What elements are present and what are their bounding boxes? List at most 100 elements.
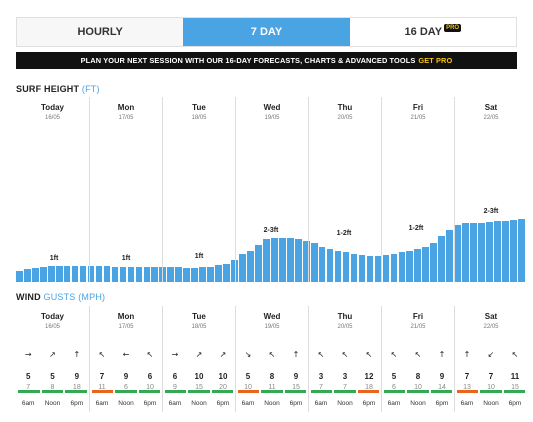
wind-direction-arrow-icon: ↖ bbox=[414, 350, 422, 359]
wind-cell: ↖ 7 11 bbox=[90, 344, 114, 392]
wind-day-header: Today 16/05 bbox=[16, 312, 89, 330]
surf-unit: (FT) bbox=[81, 84, 100, 94]
wind-time-label: Noon bbox=[264, 400, 280, 407]
wind-speed: 10 bbox=[218, 372, 228, 381]
surf-bar bbox=[191, 268, 198, 282]
wind-day-header: Tue 18/05 bbox=[163, 312, 235, 330]
wind-speed: 9 bbox=[74, 372, 80, 381]
wind-cell: ↖ 6 10 bbox=[138, 344, 162, 392]
wind-forecast: Today 16/05 → 5 7 ↗ 5 8 ↑ 9 18 6am Noon 6pm Mon 17/05 ↖ 7… bbox=[16, 306, 526, 412]
banner-text: PLAN YOUR NEXT SESSION WITH OUR 16-DAY F… bbox=[80, 56, 416, 65]
wind-direction-arrow-icon: ↖ bbox=[268, 350, 276, 359]
wind-gust: 6 bbox=[124, 384, 128, 391]
surf-day-column: Tue 18/05 bbox=[162, 97, 235, 282]
wind-day-column: Sat 22/05 ↑ 7 13 ↙ 7 10 ↖ 11 15 6am Noon 6pm bbox=[454, 306, 527, 412]
wind-cell: ↑ 7 13 bbox=[455, 344, 479, 392]
surf-bar bbox=[135, 267, 143, 282]
surf-day-name: Sat bbox=[484, 103, 498, 112]
wind-cell: ↑ 9 18 bbox=[65, 344, 89, 392]
surf-bar bbox=[358, 255, 366, 282]
wind-title: WIND GUSTS (MPH) bbox=[16, 292, 105, 302]
wind-day-name: Today bbox=[41, 312, 64, 321]
wind-time-label: 6pm bbox=[435, 400, 449, 407]
forecast-tabs: HOURLY 7 DAY 16 DAY PRO bbox=[16, 17, 517, 47]
surf-bar bbox=[398, 252, 406, 282]
tab-7-day[interactable]: 7 DAY bbox=[183, 18, 350, 46]
wind-speed: 9 bbox=[439, 372, 445, 381]
wind-cell: ↗ 5 8 bbox=[40, 344, 64, 392]
wind-day-column: Fri 21/05 ↖ 5 6 ↖ 8 10 ↑ 9 14 6am Noon 6pm bbox=[381, 306, 454, 412]
surf-bar bbox=[47, 266, 55, 282]
wind-gusts-label: GUSTS bbox=[43, 292, 76, 302]
wind-gust: 18 bbox=[72, 384, 81, 391]
surf-bar bbox=[382, 255, 390, 282]
wind-rating-bar bbox=[311, 390, 333, 393]
surf-bar bbox=[510, 220, 517, 282]
wind-gust: 7 bbox=[343, 384, 347, 391]
wind-cell: ↙ 7 10 bbox=[479, 344, 503, 392]
wind-time-label: 6am bbox=[168, 400, 182, 407]
wind-cell: ↑ 9 14 bbox=[430, 344, 454, 392]
wind-speed: 8 bbox=[269, 372, 275, 381]
wind-cell: ↖ 11 15 bbox=[503, 344, 527, 392]
wind-direction-arrow-icon: ↑ bbox=[292, 350, 300, 359]
surf-bar bbox=[438, 235, 445, 282]
surf-bar bbox=[39, 267, 47, 282]
wind-cell: ↗ 10 20 bbox=[211, 344, 235, 392]
wind-rating-bar bbox=[211, 390, 233, 393]
wind-rating-bar bbox=[457, 390, 479, 393]
wind-rating-bar bbox=[188, 390, 210, 393]
surf-day-column: Today 16/05 bbox=[16, 97, 89, 282]
get-pro-link[interactable]: GET PRO bbox=[418, 56, 453, 65]
surf-day-date: 22/05 bbox=[483, 115, 499, 121]
tab-16-day[interactable]: 16 DAY PRO bbox=[349, 18, 516, 46]
wind-day-name: Tue bbox=[192, 312, 206, 321]
wind-rating-bar bbox=[165, 390, 187, 393]
surf-bar bbox=[334, 250, 342, 282]
wind-cells: → 5 7 ↗ 5 8 ↑ 9 18 bbox=[16, 344, 89, 392]
wind-day-column: Tue 18/05 → 6 9 ↗ 10 15 ↗ 10 20 6am Noon 6pm bbox=[162, 306, 235, 412]
wind-direction-arrow-icon: ↖ bbox=[365, 350, 373, 359]
wind-cell: ↖ 8 11 bbox=[260, 344, 284, 392]
surf-bar bbox=[31, 268, 39, 282]
surf-bar bbox=[71, 266, 79, 282]
surf-bar bbox=[119, 267, 127, 282]
tab-hourly[interactable]: HOURLY bbox=[17, 18, 184, 46]
wind-rating-bar bbox=[334, 390, 356, 393]
wind-speed: 5 bbox=[25, 372, 31, 381]
surf-day-header: Today 16/05 bbox=[16, 103, 89, 121]
wind-time-label: Noon bbox=[44, 400, 61, 407]
wind-rating-row bbox=[236, 390, 308, 393]
surf-height-label: 2-3ft bbox=[263, 226, 279, 234]
surf-height-label: 1ft bbox=[121, 255, 131, 263]
surf-bar bbox=[151, 267, 159, 282]
wind-direction-arrow-icon: ↙ bbox=[487, 350, 495, 359]
surf-bar bbox=[23, 269, 31, 282]
wind-rating-row bbox=[16, 390, 89, 393]
surf-bar bbox=[326, 248, 334, 282]
surf-bar bbox=[127, 267, 135, 282]
wind-day-name: Wed bbox=[263, 312, 281, 321]
wind-direction-arrow-icon: ← bbox=[122, 350, 130, 359]
surf-bar bbox=[175, 267, 183, 282]
wind-direction-arrow-icon: ↑ bbox=[73, 350, 81, 359]
wind-day-header: Thu 20/05 bbox=[309, 312, 381, 330]
wind-speed: 5 bbox=[50, 372, 55, 381]
surf-bar bbox=[247, 250, 254, 282]
surf-bar bbox=[494, 220, 501, 282]
wind-time-row: 6am Noon 6pm bbox=[16, 400, 89, 407]
pro-promo-banner[interactable]: PLAN YOUR NEXT SESSION WITH OUR 16-DAY F… bbox=[16, 52, 517, 69]
surf-bars bbox=[16, 97, 526, 282]
surf-height-label: 1-2ft bbox=[408, 224, 424, 232]
wind-speed: 9 bbox=[123, 372, 129, 381]
wind-time-row: 6am Noon 6pm bbox=[382, 400, 454, 407]
wind-title-text: WIND bbox=[16, 292, 41, 302]
wind-direction-arrow-icon: ↑ bbox=[463, 350, 471, 359]
wind-gust: 11 bbox=[268, 384, 276, 391]
surf-bar bbox=[231, 259, 238, 282]
wind-day-date: 22/05 bbox=[483, 324, 499, 330]
surf-day-column: Sat 22/05 bbox=[454, 97, 527, 282]
wind-time-label: 6am bbox=[241, 400, 255, 407]
tab-hourly-label: HOURLY bbox=[77, 26, 123, 38]
wind-time-row: 6am Noon 6pm bbox=[236, 400, 308, 407]
